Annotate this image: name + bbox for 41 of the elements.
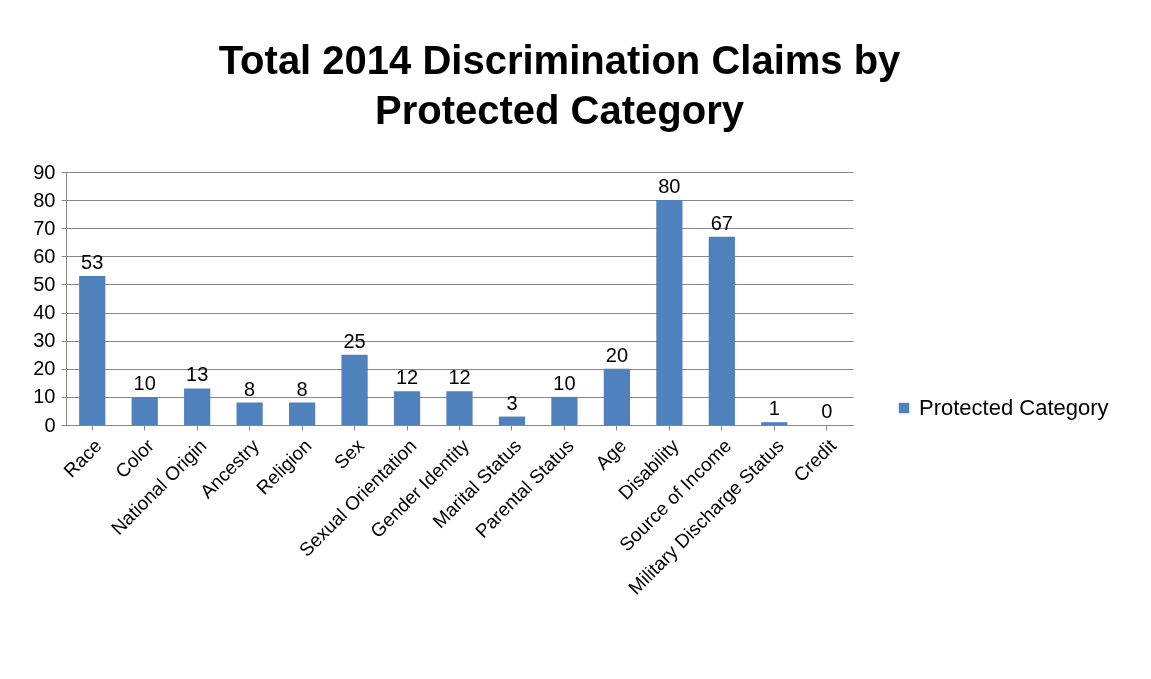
data-label: 25 bbox=[343, 329, 366, 352]
data-label: 80 bbox=[658, 175, 681, 198]
y-tick-label: 80 bbox=[33, 188, 56, 211]
bar bbox=[603, 368, 631, 425]
data-label: 8 bbox=[244, 377, 256, 400]
y-tick-label: 0 bbox=[44, 413, 56, 436]
bar bbox=[708, 236, 735, 425]
y-tick-label: 90 bbox=[33, 160, 56, 183]
data-label: 0 bbox=[821, 400, 833, 422]
data-label: 53 bbox=[81, 251, 104, 274]
bar bbox=[761, 422, 788, 425]
bar bbox=[236, 402, 263, 425]
bar bbox=[498, 416, 526, 425]
data-label: 12 bbox=[395, 366, 419, 389]
bar bbox=[131, 396, 158, 425]
data-label: 1 bbox=[768, 397, 780, 420]
data-label: 13 bbox=[186, 363, 209, 386]
data-label: 10 bbox=[553, 371, 576, 394]
y-tick-label: 40 bbox=[33, 301, 56, 324]
bar bbox=[184, 388, 211, 425]
y-tick-label: 20 bbox=[33, 357, 56, 380]
data-label: 67 bbox=[710, 211, 733, 234]
y-tick-label: 70 bbox=[33, 216, 56, 239]
legend-label: Protected Category bbox=[919, 395, 1109, 420]
data-label: 12 bbox=[448, 366, 471, 389]
bar bbox=[656, 200, 683, 425]
bar bbox=[393, 391, 421, 425]
chart-title: Total 2014 Discrimination Claims by Protected Category bbox=[218, 38, 902, 132]
data-label: 3 bbox=[506, 391, 518, 414]
data-label: 20 bbox=[605, 343, 629, 366]
y-tick-label: 60 bbox=[33, 244, 56, 267]
bar bbox=[341, 354, 368, 425]
y-tick-label: 50 bbox=[33, 272, 56, 295]
y-tick-label: 10 bbox=[33, 385, 56, 408]
bar bbox=[79, 276, 106, 425]
y-tick-label: 30 bbox=[33, 329, 56, 352]
data-label: 8 bbox=[296, 377, 308, 400]
bar bbox=[288, 402, 316, 425]
bar bbox=[551, 396, 578, 425]
data-label: 10 bbox=[133, 371, 156, 394]
bar bbox=[446, 391, 473, 425]
